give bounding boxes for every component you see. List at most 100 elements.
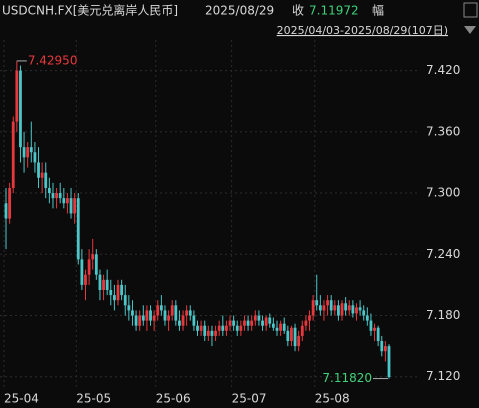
candle-body bbox=[250, 320, 254, 326]
x-tick-label: 25-05 bbox=[76, 392, 111, 406]
candle-body bbox=[271, 323, 275, 328]
y-tick-label: 7.120 bbox=[426, 369, 460, 383]
candle-body bbox=[159, 305, 163, 311]
y-tick-label: 7.360 bbox=[426, 124, 460, 138]
candle-body bbox=[199, 325, 203, 331]
candle-body bbox=[116, 284, 120, 301]
candle-body bbox=[246, 320, 250, 326]
candle-body bbox=[98, 274, 102, 290]
candle-body bbox=[181, 315, 185, 326]
candle-body bbox=[145, 310, 149, 321]
close-label: 收 bbox=[292, 4, 304, 18]
candle-body bbox=[123, 295, 127, 306]
symbol: USDCNH.FX[美元兑离岸人民币] bbox=[2, 3, 178, 18]
close-value: 7.11972 bbox=[309, 4, 359, 18]
candle-body bbox=[167, 315, 170, 321]
candle-body bbox=[315, 300, 319, 306]
candle-body bbox=[73, 198, 77, 214]
candle-body bbox=[156, 305, 160, 316]
candle-body bbox=[290, 327, 293, 342]
candle-body bbox=[355, 307, 358, 314]
x-tick-label: 25-07 bbox=[232, 392, 267, 406]
candle-body bbox=[214, 330, 217, 336]
candle-body bbox=[243, 320, 246, 326]
candle-body bbox=[304, 320, 308, 326]
candle-body bbox=[282, 323, 286, 331]
y-tick-label: 7.300 bbox=[426, 186, 460, 200]
candle-body bbox=[58, 193, 62, 199]
candle-body bbox=[239, 325, 243, 331]
candle-body bbox=[66, 198, 69, 204]
candle-body bbox=[62, 198, 66, 204]
candle-body bbox=[300, 325, 304, 336]
candle-body bbox=[373, 327, 376, 331]
candle-body bbox=[102, 279, 105, 290]
candle-body bbox=[76, 198, 80, 260]
candle-body bbox=[206, 330, 210, 336]
y-tick-label: 7.420 bbox=[426, 63, 460, 77]
candle-body bbox=[44, 172, 48, 188]
candle-body bbox=[308, 315, 311, 321]
candle-body bbox=[178, 320, 181, 326]
candle-body bbox=[268, 317, 272, 324]
candle-body bbox=[340, 303, 344, 316]
candle-body bbox=[275, 327, 279, 331]
candle-body bbox=[37, 162, 40, 178]
candle-body bbox=[293, 327, 297, 347]
candle-body bbox=[235, 325, 239, 331]
date-range: 2025/04/03-2025/08/29(107日) bbox=[277, 24, 448, 37]
x-tick-label: 25-04 bbox=[4, 392, 39, 406]
candle-body bbox=[261, 320, 264, 326]
candle-body bbox=[8, 187, 12, 219]
dropdown-icon[interactable] bbox=[464, 26, 476, 34]
candle-body bbox=[322, 305, 326, 311]
candle-body bbox=[29, 147, 33, 153]
candle-body bbox=[22, 147, 26, 158]
candle-body bbox=[91, 254, 95, 260]
candle-body bbox=[26, 147, 30, 158]
candle-body bbox=[192, 315, 196, 326]
y-tick-label: 7.180 bbox=[426, 308, 460, 322]
change-label: 幅 bbox=[372, 3, 384, 18]
candle-body bbox=[112, 295, 116, 301]
annotation-label: 7.42950 bbox=[28, 53, 78, 67]
candle-body bbox=[188, 310, 192, 316]
candle-body bbox=[203, 325, 207, 336]
candle-body bbox=[362, 310, 366, 316]
candle-body bbox=[15, 70, 19, 122]
candle-body bbox=[210, 330, 214, 336]
candle-body bbox=[380, 341, 384, 352]
candle-body bbox=[221, 325, 225, 331]
candle-body bbox=[55, 193, 58, 199]
candle-body bbox=[376, 327, 380, 342]
icon[interactable] bbox=[463, 2, 478, 18]
candle-body bbox=[87, 259, 91, 275]
candle-body bbox=[217, 325, 221, 331]
x-tick-label: 25-08 bbox=[315, 392, 350, 406]
y-tick-label: 7.240 bbox=[426, 247, 460, 261]
candle-body bbox=[253, 315, 257, 321]
candle-body bbox=[134, 315, 138, 326]
date: 2025/08/29 bbox=[205, 4, 274, 18]
candle-body bbox=[149, 310, 152, 321]
candle-body bbox=[318, 305, 322, 311]
candle-body bbox=[141, 315, 145, 321]
candle-body bbox=[333, 305, 337, 311]
candle-body bbox=[185, 310, 189, 316]
candle-body bbox=[69, 198, 73, 214]
annotation-label: 7.11820 bbox=[322, 371, 372, 385]
candle-body bbox=[387, 346, 391, 378]
candle-body bbox=[347, 305, 351, 311]
candle-body bbox=[84, 274, 87, 285]
candle-body bbox=[225, 325, 228, 331]
candle-body bbox=[311, 300, 315, 316]
candle-body bbox=[170, 305, 174, 316]
candle-body bbox=[174, 305, 178, 321]
candle-body bbox=[383, 346, 387, 352]
candle-body bbox=[344, 303, 348, 311]
candle-body bbox=[105, 279, 109, 290]
candle-body bbox=[120, 284, 124, 296]
